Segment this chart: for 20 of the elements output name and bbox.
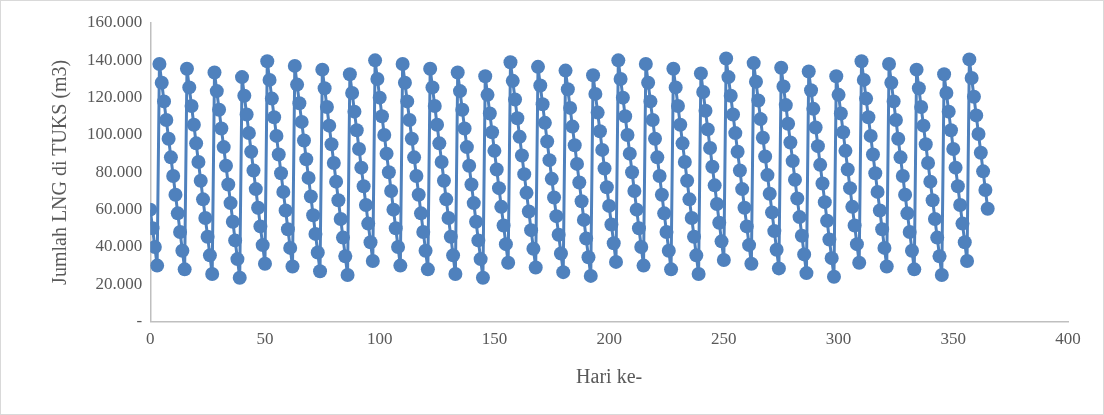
y-axis-title: Jumlah LNG di TUKS (m3) [48, 59, 72, 285]
x-tick-label: 200 [596, 329, 622, 349]
y-tick-label: - [136, 311, 143, 331]
x-axis-title: Hari ke- [576, 365, 643, 388]
x-tick-label: 50 [256, 329, 274, 349]
x-tick-label: 150 [481, 329, 508, 349]
y-tick-label: 140.000 [87, 49, 143, 69]
x-tick-label: 0 [146, 329, 155, 349]
x-tick-label: 250 [711, 329, 737, 349]
y-tick-label: 60.000 [95, 199, 143, 219]
x-tick-label: 350 [940, 329, 967, 349]
y-tick-label: 80.000 [95, 161, 143, 181]
x-tick-label: 400 [1055, 329, 1081, 349]
y-tick-label: 20.000 [95, 273, 143, 293]
y-tick-label: 160.000 [87, 12, 143, 32]
x-tick-label: 100 [366, 329, 393, 349]
x-tick-label: 300 [825, 329, 852, 349]
y-tick-label: 40.000 [95, 236, 143, 256]
y-tick-label: 100.000 [87, 124, 143, 144]
y-tick-label: 120.000 [87, 87, 143, 107]
